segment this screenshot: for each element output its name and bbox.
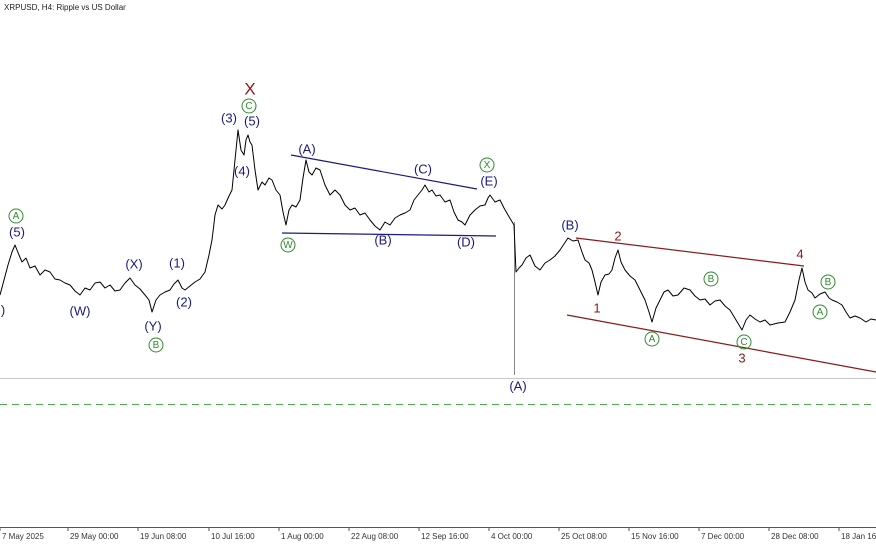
x-tick-label: 7 Dec 00:00 <box>701 532 745 541</box>
wave-circle <box>703 271 719 287</box>
chart-title: XRPUSD, H4: Ripple vs US Dollar <box>4 3 126 12</box>
x-tick-label: 10 Jul 16:00 <box>211 532 255 541</box>
wave-label: C <box>740 337 747 348</box>
wave-label: (3) <box>221 110 237 125</box>
x-tick-label: 7 May 2025 <box>2 532 44 541</box>
x-tick-label: 22 Aug 08:00 <box>351 532 399 541</box>
x-tick-label: 18 Jan 16 <box>841 532 876 541</box>
wave-label: ) <box>1 302 5 317</box>
x-tick-label: 15 Nov 16:00 <box>631 532 679 541</box>
wave-label: 3 <box>738 350 745 365</box>
wave-label: C <box>245 101 252 112</box>
x-tick-label: 28 Dec 08:00 <box>771 532 819 541</box>
wave-label: 4 <box>796 246 803 261</box>
wave-circle <box>280 237 296 253</box>
wave-label: B <box>825 277 832 288</box>
wave-label: X <box>484 160 491 171</box>
wave-label: (E) <box>480 173 497 188</box>
wave-label: (B) <box>374 232 391 247</box>
price-line <box>0 129 876 331</box>
wave-label: 1 <box>593 300 600 315</box>
wave-circle <box>148 337 164 353</box>
trend-line <box>575 237 805 267</box>
wave-label: B <box>708 274 715 285</box>
wave-label: (B) <box>561 217 578 232</box>
x-tick-label: 29 May 00:00 <box>70 532 119 541</box>
wave-label: (X) <box>125 256 142 271</box>
wave-label: B <box>153 340 160 351</box>
wave-label: (2) <box>176 294 192 309</box>
wave-circle <box>479 157 495 173</box>
wave-label: X <box>244 79 255 98</box>
wave-label: (4) <box>234 163 250 178</box>
wave-label: (5) <box>9 224 25 239</box>
x-tick-label: 12 Sep 16:00 <box>421 532 469 541</box>
wave-label: (A) <box>298 141 315 156</box>
x-tick-label: 19 Jun 08:00 <box>140 532 187 541</box>
wave-label: A <box>649 334 656 345</box>
wave-circle <box>644 331 660 347</box>
wave-label: (5) <box>244 113 260 128</box>
wave-circle <box>8 208 24 224</box>
wave-label: (C) <box>414 161 432 176</box>
wave-label: (1) <box>169 255 185 270</box>
wave-label: A <box>817 307 824 318</box>
wave-circle <box>812 304 828 320</box>
wave-circle <box>241 98 257 114</box>
trend-line <box>281 232 497 237</box>
trend-line <box>566 314 876 373</box>
trend-line <box>290 154 478 190</box>
wave-circle <box>736 334 752 350</box>
wave-circle <box>820 274 836 290</box>
wave-label: (Y) <box>144 318 161 333</box>
wave-label: 2 <box>614 228 621 243</box>
x-tick-label: 1 Aug 00:00 <box>281 532 324 541</box>
wave-label: (A) <box>509 378 526 393</box>
x-tick-label: 4 Oct 00:00 <box>491 532 533 541</box>
wave-label: (W) <box>70 303 91 318</box>
x-tick-label: 25 Oct 08:00 <box>561 532 607 541</box>
wave-label: A <box>13 211 20 222</box>
wave-label: W <box>283 240 293 251</box>
wave-label: (D) <box>457 234 475 249</box>
